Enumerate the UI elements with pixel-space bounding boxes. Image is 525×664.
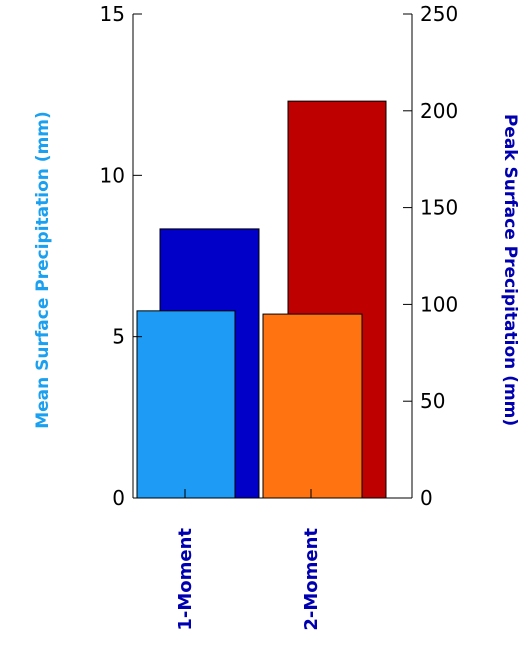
category-label-1-moment: 1-Moment: [175, 528, 196, 631]
right-axis-title: Peak Surface Precipitation (mm): [500, 114, 520, 426]
right-tick-label-150: 150: [420, 196, 458, 220]
bars-layer: [136, 100, 387, 499]
mean-bar-1-moment: [136, 310, 236, 499]
right-tick-label-50: 50: [420, 389, 445, 413]
left-tick-label-15: 15: [100, 2, 125, 26]
left-axis-title: Mean Surface Precipitation (mm): [33, 111, 53, 429]
category-label-2-moment: 2-Moment: [301, 528, 322, 631]
left-tick-label-10: 10: [100, 163, 125, 187]
right-tick-label-200: 200: [420, 99, 458, 123]
left-tick-label-0: 0: [112, 486, 125, 510]
left-tick-label-5: 5: [112, 325, 125, 349]
right-tick-label-0: 0: [420, 486, 433, 510]
right-tick-label-250: 250: [420, 2, 458, 26]
mean-bar-2-moment: [262, 313, 363, 499]
right-tick-label-100: 100: [420, 292, 458, 316]
category-labels: 1-Moment 2-Moment: [175, 528, 322, 631]
